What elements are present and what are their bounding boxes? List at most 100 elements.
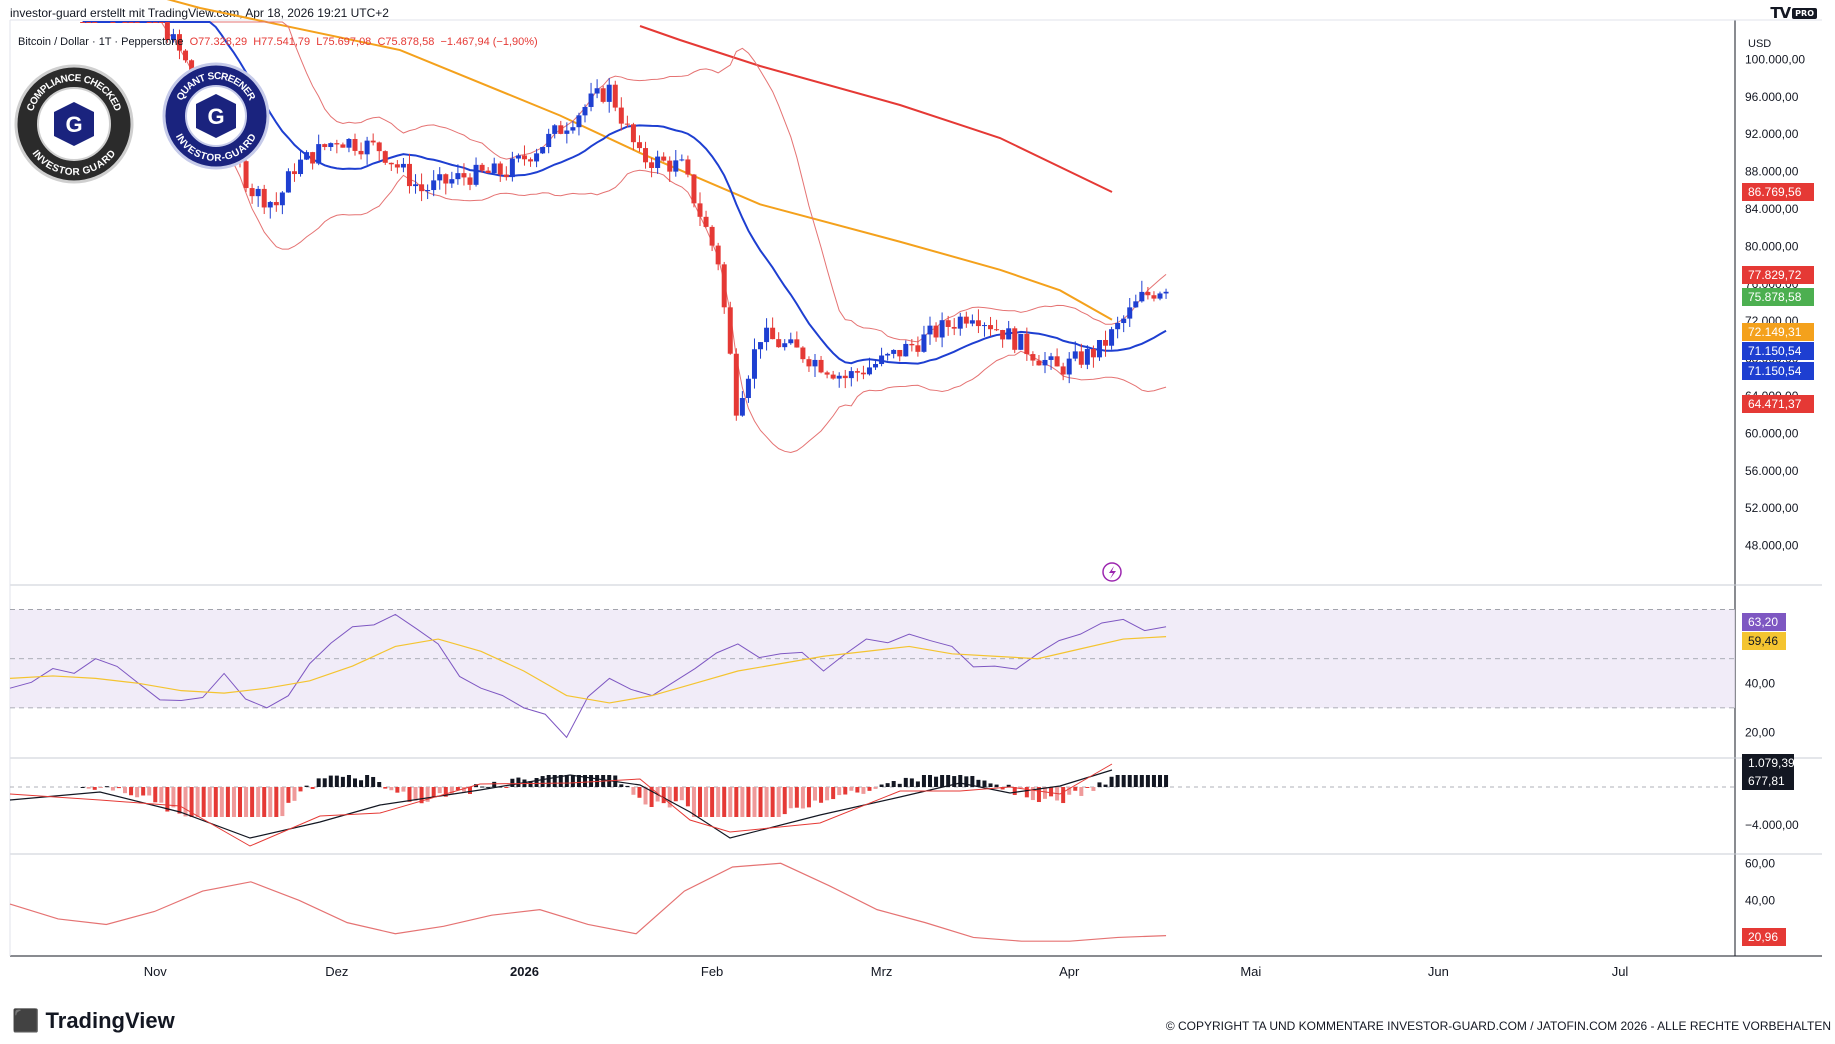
candle-body xyxy=(703,216,709,227)
macd-histogram-bar xyxy=(1127,775,1132,787)
candle xyxy=(873,359,879,370)
macd-histogram-bar xyxy=(310,787,315,789)
candle xyxy=(322,143,328,151)
price-tick-label: 80.000,00 xyxy=(1745,239,1799,253)
rsi-tick-label: 20,00 xyxy=(1745,725,1775,739)
macd-histogram-bar xyxy=(171,787,176,808)
candle xyxy=(751,338,757,389)
macd-histogram-bar xyxy=(879,784,884,787)
candle-body xyxy=(479,164,485,171)
macd-histogram-bar xyxy=(583,775,587,787)
macd-histogram-bar xyxy=(129,787,134,796)
candle-body xyxy=(413,184,419,187)
candle-body xyxy=(655,156,661,168)
symbol-label[interactable]: Bitcoin / Dollar · 1T · Pepperstone xyxy=(18,36,184,48)
macd-histogram-bar xyxy=(238,787,242,817)
macd-histogram-bar xyxy=(431,787,436,797)
candle xyxy=(727,301,733,355)
candle-body xyxy=(509,158,515,178)
candle xyxy=(1048,352,1054,370)
candle xyxy=(461,163,467,186)
candle xyxy=(1036,355,1042,366)
candle xyxy=(649,157,655,178)
macd-histogram-bar xyxy=(976,779,981,787)
candle-body xyxy=(152,22,158,23)
candle xyxy=(776,332,782,348)
price-label: 77.829,72 xyxy=(1742,266,1814,284)
plot-area xyxy=(10,20,1735,956)
price-label: 71.150,54 xyxy=(1742,342,1814,360)
candle xyxy=(818,355,824,374)
macd-histogram-bar xyxy=(528,781,533,787)
time-axis-label: Dez xyxy=(325,964,348,979)
tradingview-footer-logo[interactable]: ⬛ TradingView xyxy=(12,1008,175,1034)
macd-histogram-bar xyxy=(946,775,951,787)
candle xyxy=(588,82,594,112)
candle-body xyxy=(945,320,951,327)
macd-histogram-bar xyxy=(564,775,569,787)
candle xyxy=(636,135,642,152)
candle-body xyxy=(291,171,297,175)
macd-histogram-bar xyxy=(576,775,581,787)
macd-histogram-bar xyxy=(504,787,509,788)
candle-body xyxy=(794,339,800,348)
macd-histogram-bar xyxy=(794,787,799,808)
candle-body xyxy=(183,50,189,61)
footer-logo-text: TradingView xyxy=(45,1008,175,1033)
rsi-line xyxy=(9,613,1167,739)
candle xyxy=(437,167,443,190)
macd-histogram-bar xyxy=(704,787,709,817)
adx-label-bg xyxy=(1742,928,1786,946)
macd-histogram-bar xyxy=(304,785,309,787)
candle xyxy=(98,22,104,23)
candle xyxy=(1103,330,1109,357)
macd-histogram-bar xyxy=(915,781,920,787)
candle xyxy=(467,173,473,191)
candle-body xyxy=(485,170,491,174)
macd-histogram-bar xyxy=(1151,775,1156,787)
candle-body xyxy=(528,159,534,162)
candle-body xyxy=(358,150,364,155)
candle xyxy=(842,369,848,389)
candle-body xyxy=(534,153,540,162)
candle xyxy=(667,156,673,182)
candle-body xyxy=(745,378,751,399)
price-label: 71.150,54 xyxy=(1742,362,1814,380)
candle-body xyxy=(836,375,842,379)
macd-histogram-bar xyxy=(92,787,97,790)
candle-body xyxy=(1109,329,1115,346)
macd-histogram-bar xyxy=(1133,775,1138,787)
price-label: 86.769,56 xyxy=(1742,183,1814,201)
candle-body xyxy=(673,160,679,172)
candle-body xyxy=(588,93,594,107)
macd-histogram-bar xyxy=(928,775,932,787)
macd-histogram-bar xyxy=(177,787,182,814)
price-label-text: 72.149,31 xyxy=(1748,325,1802,339)
macd-histogram-bar xyxy=(256,787,261,817)
candle-body xyxy=(715,245,721,265)
candle-body xyxy=(939,320,945,338)
candle-body xyxy=(612,84,618,108)
candle xyxy=(558,120,564,135)
macd-histogram-bar xyxy=(534,778,539,787)
macd-histogram-bar xyxy=(934,776,939,787)
candle xyxy=(382,150,388,165)
macd-histogram-bar xyxy=(546,775,551,787)
candle-body xyxy=(394,164,400,168)
candle-body xyxy=(1157,293,1163,299)
candle-body xyxy=(1048,356,1054,360)
candle xyxy=(86,22,92,23)
candle xyxy=(969,314,975,327)
candle-body xyxy=(267,202,273,208)
low-value: L75.697,08 xyxy=(316,36,372,48)
macd-histogram-bar xyxy=(837,787,842,796)
macd-histogram-bar xyxy=(558,775,563,787)
macd-histogram-bar xyxy=(819,787,824,803)
candle-body xyxy=(891,349,897,354)
candle-body xyxy=(473,164,479,185)
candle xyxy=(758,342,764,359)
macd-histogram-bar xyxy=(510,778,515,787)
candle xyxy=(92,22,98,23)
macd-histogram-bar xyxy=(298,787,303,792)
